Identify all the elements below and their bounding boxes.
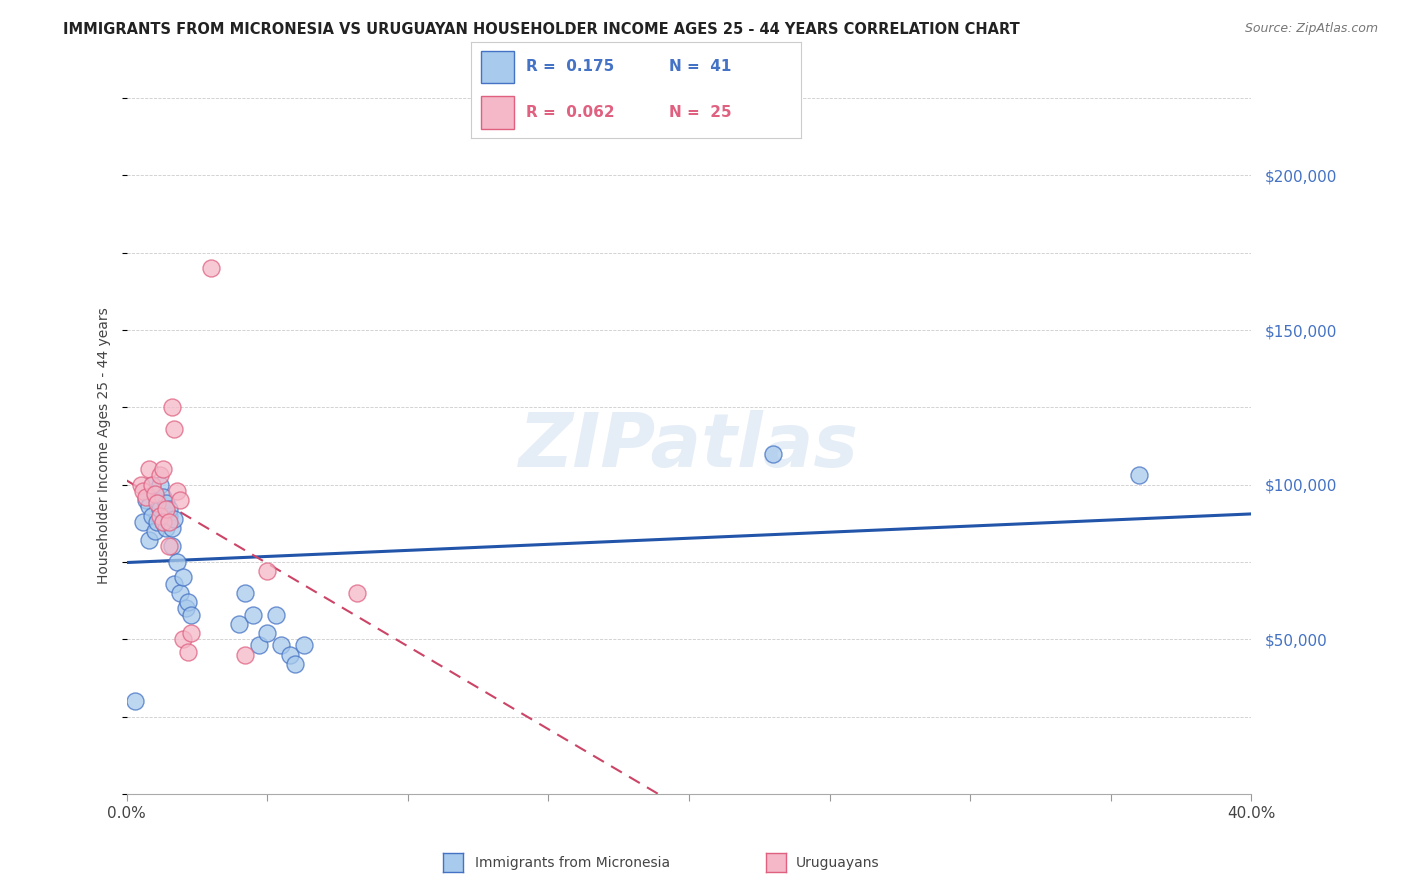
Point bbox=[169, 493, 191, 508]
Point bbox=[149, 468, 172, 483]
Point bbox=[278, 648, 301, 662]
Point bbox=[160, 521, 183, 535]
Point bbox=[149, 502, 172, 516]
Point bbox=[152, 490, 174, 504]
Point bbox=[1128, 468, 1150, 483]
Point bbox=[138, 533, 160, 548]
Point bbox=[157, 508, 180, 523]
Point bbox=[174, 601, 197, 615]
Point bbox=[132, 515, 155, 529]
Point bbox=[146, 515, 169, 529]
Point bbox=[152, 462, 174, 476]
Text: ZIPatlas: ZIPatlas bbox=[519, 409, 859, 483]
Point bbox=[346, 586, 368, 600]
Point bbox=[146, 496, 169, 510]
Text: Uruguayans: Uruguayans bbox=[796, 855, 879, 870]
Point bbox=[138, 500, 160, 514]
Point bbox=[284, 657, 307, 671]
Point bbox=[160, 401, 183, 415]
Point bbox=[129, 477, 152, 491]
Point bbox=[180, 626, 202, 640]
Point bbox=[160, 540, 183, 554]
Point bbox=[169, 586, 191, 600]
Point bbox=[166, 483, 188, 498]
Point bbox=[200, 261, 222, 276]
Y-axis label: Householder Income Ages 25 - 44 years: Householder Income Ages 25 - 44 years bbox=[97, 308, 111, 584]
Point bbox=[762, 447, 785, 461]
Point bbox=[149, 477, 172, 491]
Point bbox=[172, 570, 194, 584]
Text: R =  0.175: R = 0.175 bbox=[526, 60, 614, 74]
Point bbox=[132, 483, 155, 498]
Point bbox=[143, 487, 166, 501]
Point bbox=[124, 694, 146, 708]
Point bbox=[138, 462, 160, 476]
Point bbox=[143, 487, 166, 501]
Point bbox=[135, 490, 157, 504]
Point bbox=[141, 477, 163, 491]
Point bbox=[141, 508, 163, 523]
Point bbox=[292, 639, 315, 653]
Text: N =  41: N = 41 bbox=[669, 60, 731, 74]
Point bbox=[143, 524, 166, 538]
Point bbox=[177, 595, 200, 609]
Point bbox=[141, 477, 163, 491]
Point bbox=[172, 632, 194, 647]
FancyBboxPatch shape bbox=[481, 51, 515, 83]
Point bbox=[135, 493, 157, 508]
Point bbox=[256, 626, 278, 640]
Text: Source: ZipAtlas.com: Source: ZipAtlas.com bbox=[1244, 22, 1378, 36]
Point bbox=[163, 576, 186, 591]
Point bbox=[152, 515, 174, 529]
Point bbox=[166, 555, 188, 569]
Point bbox=[155, 496, 177, 510]
Point bbox=[177, 645, 200, 659]
Text: IMMIGRANTS FROM MICRONESIA VS URUGUAYAN HOUSEHOLDER INCOME AGES 25 - 44 YEARS CO: IMMIGRANTS FROM MICRONESIA VS URUGUAYAN … bbox=[63, 22, 1019, 37]
Point bbox=[157, 540, 180, 554]
Point bbox=[233, 586, 256, 600]
Point bbox=[149, 508, 172, 523]
Point bbox=[247, 639, 270, 653]
Point bbox=[157, 515, 180, 529]
Point bbox=[228, 616, 250, 631]
Point bbox=[180, 607, 202, 622]
Text: N =  25: N = 25 bbox=[669, 104, 733, 120]
Text: Immigrants from Micronesia: Immigrants from Micronesia bbox=[475, 855, 671, 870]
FancyBboxPatch shape bbox=[481, 95, 515, 128]
Point bbox=[256, 564, 278, 578]
Point bbox=[146, 493, 169, 508]
Point bbox=[152, 515, 174, 529]
Point bbox=[157, 502, 180, 516]
Point bbox=[233, 648, 256, 662]
Point bbox=[242, 607, 264, 622]
Point bbox=[270, 639, 292, 653]
Point bbox=[163, 422, 186, 436]
Point bbox=[155, 502, 177, 516]
Point bbox=[264, 607, 287, 622]
Point bbox=[155, 521, 177, 535]
Text: R =  0.062: R = 0.062 bbox=[526, 104, 614, 120]
Point bbox=[163, 511, 186, 525]
